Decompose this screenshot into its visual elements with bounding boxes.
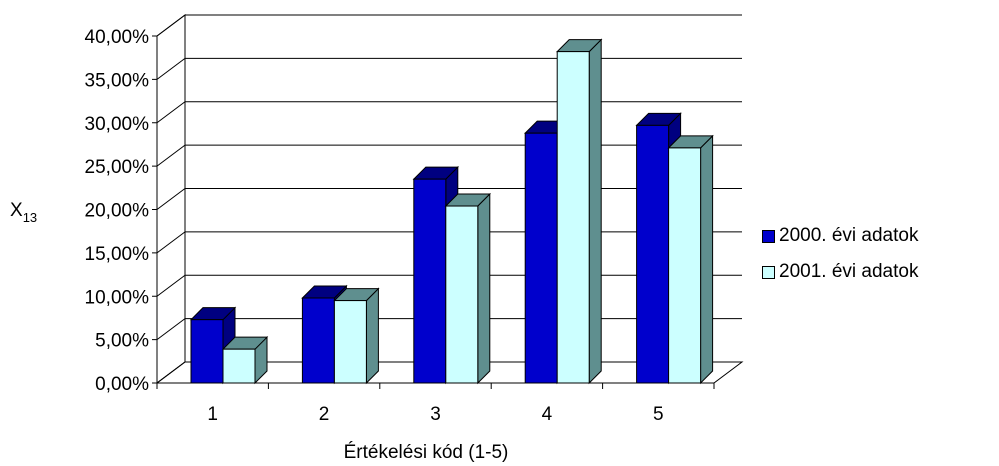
legend-label-series2: 2001. évi adatok (779, 261, 919, 282)
axes (152, 35, 715, 389)
y-tick-label: 35,00% (85, 70, 150, 91)
bar-front (413, 178, 447, 384)
x-axis-title: Értékelési kód (1-5) (344, 442, 509, 463)
bar-front (301, 297, 335, 384)
bar (333, 287, 380, 385)
y-tick-label: 20,00% (85, 201, 150, 222)
y-tick-label: 40,00% (85, 27, 150, 48)
bar (667, 134, 714, 385)
y-tick-label: 15,00% (85, 244, 150, 265)
bar-front (668, 147, 702, 384)
gridline-side (156, 188, 186, 210)
legend: 2000. évi adatok 2001. évi adatok (762, 218, 918, 290)
bar-front (190, 319, 224, 384)
bar (555, 38, 603, 385)
bar (221, 335, 269, 385)
x-tick-label: 2 (319, 404, 330, 425)
x-tick-label: 1 (207, 404, 218, 425)
bar (444, 192, 492, 385)
bar-side (700, 134, 714, 385)
gridline-side (156, 318, 186, 341)
gridline-side (156, 101, 186, 124)
legend-swatch-series1 (762, 229, 775, 243)
gridline-side (156, 361, 186, 384)
y-tick-label: 25,00% (85, 157, 150, 178)
tick-labels: 0,00% 5,00% 10,00% 15,00% 20,00% 25,00% 30,00%… (85, 27, 664, 425)
y-tick-label: 30,00% (85, 114, 150, 135)
y-tick-label: 10,00% (85, 287, 150, 308)
x-tick-label: 4 (542, 404, 553, 425)
gridline-side (156, 57, 186, 80)
y-tick-label: 5,00% (95, 331, 149, 352)
bar-front (445, 205, 479, 384)
x-tick-label: 3 (430, 404, 441, 425)
bar-front (333, 300, 367, 384)
bar-front (636, 124, 670, 384)
bar-front (222, 348, 256, 384)
legend-label-series1: 2000. évi adatok (779, 225, 919, 246)
x-tick-label: 5 (653, 404, 664, 425)
y-axis-title-subscript: 13 (23, 210, 37, 225)
y-axis-title: X13 (10, 200, 37, 225)
gridline-side (156, 144, 186, 167)
y-axis-title-main: X (10, 200, 23, 221)
bar-side (365, 287, 379, 385)
y-tick-label: 0,00% (95, 374, 149, 395)
legend-item-series1: 2000. évi adatok (762, 218, 918, 254)
legend-swatch-series2 (762, 265, 775, 279)
bars (189, 38, 714, 385)
bar-side (477, 192, 491, 385)
bar-side (588, 38, 602, 385)
gridline-side (156, 274, 186, 297)
gridline-side (156, 14, 186, 37)
legend-item-series2: 2001. évi adatok (762, 254, 918, 290)
gridline-side (156, 231, 186, 254)
bar-front (556, 51, 590, 384)
bar-front (524, 132, 558, 384)
